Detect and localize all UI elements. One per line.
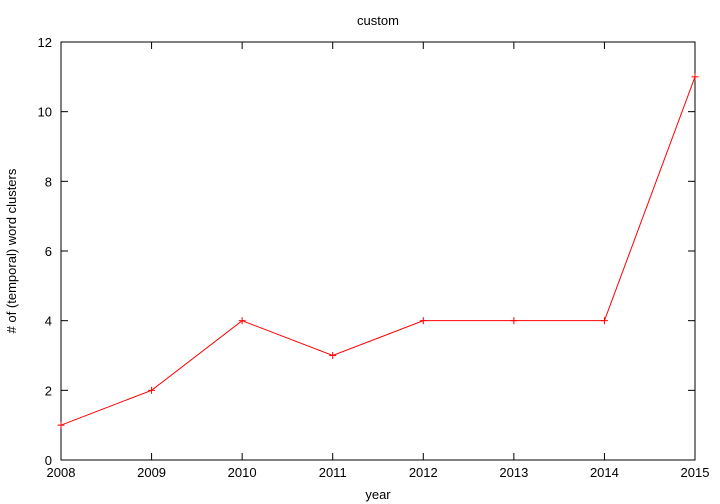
y-axis: 0 2 4 6 8 10 12 — [38, 35, 695, 468]
y-tick-label: 10 — [38, 105, 52, 120]
x-tick-label: 2012 — [409, 465, 438, 480]
data-point — [329, 352, 337, 359]
x-tick-label: 2009 — [137, 465, 166, 480]
plot-area-frame — [60, 41, 696, 461]
x-tick-label: 2008 — [47, 465, 76, 480]
x-tick-label: 2010 — [228, 465, 257, 480]
y-tick-label: 6 — [45, 244, 52, 259]
data-point — [600, 317, 608, 325]
x-axis-label: year — [365, 487, 391, 502]
series-group — [57, 73, 699, 429]
x-tick-label: 2014 — [590, 465, 619, 480]
y-tick-label: 8 — [45, 174, 52, 189]
x-tick-label: 2013 — [499, 465, 528, 480]
x-axis: 2008 2009 2010 2011 2012 2013 2014 2015 — [47, 42, 710, 480]
data-point — [691, 73, 699, 81]
y-tick-label: 4 — [45, 314, 52, 329]
x-tick-label: 2011 — [319, 465, 347, 480]
series-line — [60, 76, 696, 426]
data-point — [238, 317, 246, 325]
data-point — [148, 386, 156, 394]
y-axis-label: # of (temporal) word clusters — [4, 168, 19, 333]
y-tick-label: 2 — [45, 383, 52, 398]
data-point — [419, 317, 427, 325]
chart-title: custom — [357, 13, 399, 28]
y-tick-label: 0 — [45, 453, 52, 468]
data-point — [57, 421, 65, 429]
data-point — [510, 317, 518, 325]
y-tick-label: 12 — [38, 35, 52, 50]
x-tick-label: 2015 — [681, 465, 710, 480]
